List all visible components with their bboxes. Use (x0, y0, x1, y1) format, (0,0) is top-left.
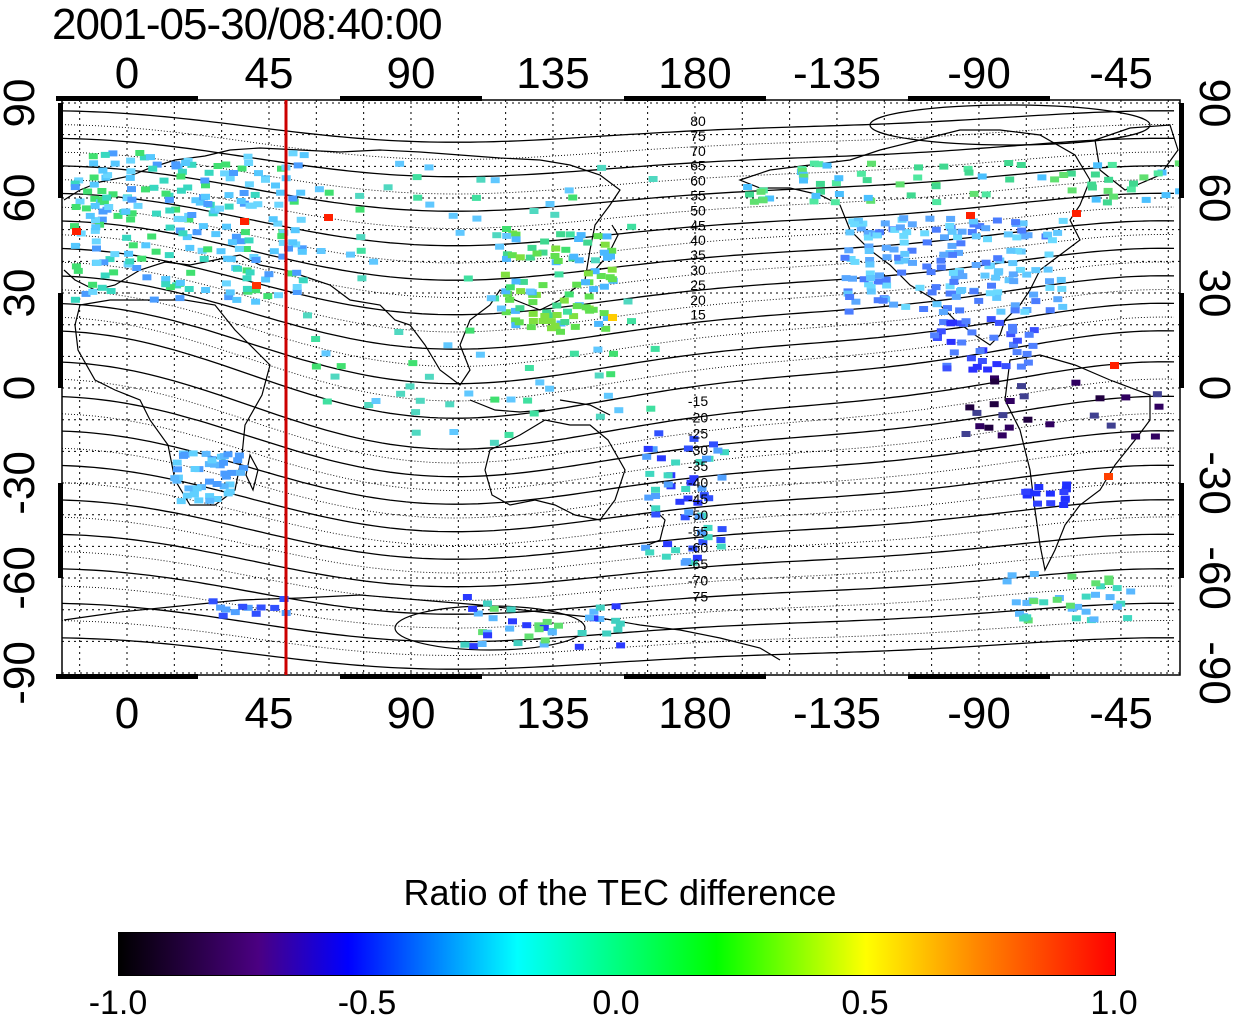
left-latitude-tick: 90 (0, 79, 44, 128)
top-longitude-tick: 180 (658, 49, 731, 98)
top-longitude-tick: -90 (947, 49, 1011, 98)
europe-asia-outline (63, 147, 621, 386)
mag-lat-label: -50 (688, 507, 708, 523)
left-latitude-tick: -30 (0, 451, 44, 515)
mag-lat-label: -60 (688, 540, 708, 556)
mag-lat-label: 15 (690, 307, 706, 323)
mag-lat-label: 70 (690, 143, 706, 159)
bottom-longitude-tick: 90 (387, 689, 436, 738)
africa-outline (74, 299, 271, 506)
mag-lat-label: 50 (690, 202, 706, 218)
frame-tick-bars (56, 96, 1184, 679)
top-longitude-tick: 90 (387, 49, 436, 98)
right-latitude-tick: 60 (1190, 174, 1239, 223)
greenland-outline (1094, 124, 1179, 191)
mag-lat-label: -65 (688, 556, 708, 572)
north-america-outline (738, 129, 1091, 346)
mag-lat-label: 55 (690, 188, 706, 204)
left-latitude-tick: 0 (0, 376, 44, 400)
mag-lat-label: 40 (690, 232, 706, 248)
lat-lon-grid (62, 100, 1180, 675)
antarctica-outline (63, 594, 781, 661)
left-latitude-tick: -90 (0, 641, 44, 705)
mag-lat-label: 75 (690, 128, 706, 144)
mag-lat-label: -20 (688, 409, 708, 425)
bottom-longitude-tick: -45 (1089, 689, 1153, 738)
right-latitude-tick: -90 (1190, 641, 1239, 705)
colorbar-tick: -0.5 (337, 984, 397, 1022)
south-america-outline (1004, 354, 1151, 572)
mag-lat-label: 65 (690, 158, 706, 174)
mag-lat-label: 80 (690, 113, 706, 129)
mag-lat-label: -25 (688, 426, 708, 442)
colorbar-title: Ratio of the TEC difference (403, 872, 837, 913)
mag-lat-label: -70 (688, 572, 708, 588)
top-longitude-tick: 45 (245, 49, 294, 98)
left-latitude-tick: 30 (0, 269, 44, 318)
right-latitude-tick: 0 (1190, 376, 1239, 400)
map-frame (61, 99, 1181, 676)
bottom-longitude-tick: 45 (245, 689, 294, 738)
bottom-longitude-tick: 135 (516, 689, 589, 738)
mag-lat-label: 35 (690, 247, 706, 263)
japan-outline (594, 224, 619, 271)
colorbar-tick: 0.0 (592, 984, 640, 1022)
right-latitude-tick: 90 (1190, 79, 1239, 128)
top-longitude-tick: -135 (793, 49, 881, 98)
right-latitude-tick: 30 (1190, 269, 1239, 318)
bottom-longitude-tick: -90 (947, 689, 1011, 738)
tec-map: 8075706560555045403530252015-15-20-25-30… (0, 49, 1239, 738)
map-timestamp: 2001-05-30/08:40:00 (52, 0, 443, 49)
australia-outline (484, 419, 626, 521)
bottom-longitude-tick: 180 (658, 689, 731, 738)
colorbar-tick: 1.0 (1090, 984, 1138, 1022)
colorbar-tick: 0.5 (841, 984, 889, 1022)
right-latitude-tick: -30 (1190, 451, 1239, 515)
colorbar-tick: -1.0 (88, 984, 148, 1022)
mag-lat-label: -75 (688, 589, 708, 605)
mag-lat-label: -35 (688, 458, 708, 474)
top-longitude-tick: 0 (115, 49, 139, 98)
mag-lat-label: -40 (688, 475, 708, 491)
bottom-longitude-tick: -135 (793, 689, 881, 738)
colorbar-gradient (118, 932, 1116, 976)
mag-lat-label: 25 (690, 277, 706, 293)
mag-lat-label: -45 (688, 491, 708, 507)
mag-lat-label: 20 (690, 292, 706, 308)
bottom-longitude-tick: 0 (115, 689, 139, 738)
top-longitude-tick: 135 (516, 49, 589, 98)
mag-lat-label: 45 (690, 217, 706, 233)
continent-outlines (63, 124, 1179, 661)
right-latitude-tick: -60 (1190, 546, 1239, 610)
left-latitude-tick: 60 (0, 174, 44, 223)
mag-lat-label: 60 (690, 173, 706, 189)
mag-lat-label: -55 (688, 523, 708, 539)
mag-lat-label: -30 (688, 442, 708, 458)
tec-ratio-points (70, 150, 1180, 650)
left-latitude-tick: -60 (0, 546, 44, 610)
mag-lat-label: 30 (690, 262, 706, 278)
mag-lat-label: -15 (688, 393, 708, 409)
top-longitude-tick: -45 (1089, 49, 1153, 98)
